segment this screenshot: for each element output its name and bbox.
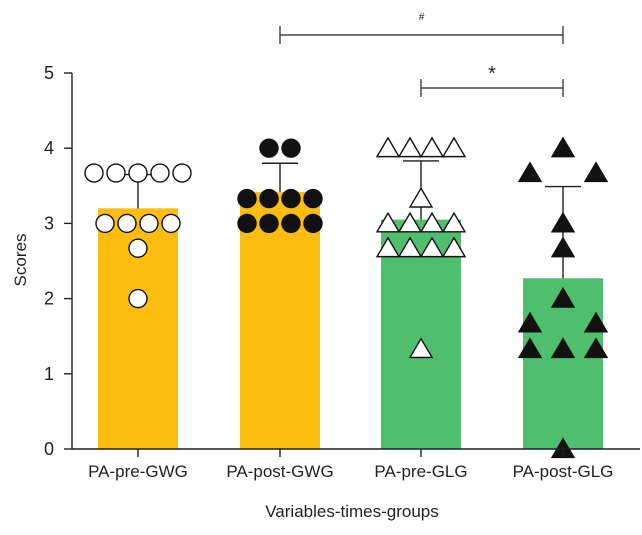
data-point	[172, 163, 192, 183]
x-axis-title: Variables-times-groups	[265, 502, 439, 521]
data-point	[397, 236, 423, 258]
data-point	[419, 236, 445, 258]
data-point	[128, 288, 148, 309]
data-point	[281, 213, 301, 234]
data-point	[375, 211, 401, 233]
data-point	[237, 188, 257, 209]
x-tick-label: PA-post-GLG	[513, 462, 614, 481]
data-point	[517, 337, 543, 359]
y-axis-title: Scores	[11, 234, 30, 287]
data-point	[550, 437, 576, 459]
bar-pa-post-gwg	[240, 191, 320, 450]
data-point	[441, 136, 467, 158]
bar-pa-pre-glg	[381, 219, 461, 449]
data-point	[517, 311, 543, 333]
data-point	[303, 213, 323, 234]
data-point	[259, 138, 279, 158]
data-point	[550, 286, 576, 308]
data-point	[583, 161, 609, 183]
data-point	[281, 138, 301, 158]
y-axis: 0 1 2 3 4 5	[44, 63, 73, 459]
x-ticks: PA-pre-GWG PA-post-GWG PA-pre-GLG PA-post-G…	[88, 449, 613, 481]
data-point	[550, 236, 576, 258]
data-point	[259, 188, 279, 209]
data-point	[139, 213, 159, 234]
x-tick-label: PA-post-GWG	[226, 462, 333, 481]
data-point	[259, 213, 279, 234]
y-tick-label: 4	[44, 138, 54, 158]
data-point	[419, 211, 445, 233]
data-point	[375, 236, 401, 258]
data-point	[303, 188, 323, 209]
data-point	[84, 163, 104, 183]
data-point	[419, 136, 445, 158]
data-point	[95, 213, 115, 234]
data-point	[441, 236, 467, 258]
data-point	[517, 161, 543, 183]
data-point	[408, 337, 434, 359]
data-point	[397, 211, 423, 233]
data-point	[281, 188, 301, 209]
significance-label: *	[488, 63, 496, 85]
x-tick-label: PA-pre-GLG	[374, 462, 467, 481]
data-point	[550, 136, 576, 158]
y-tick-label: 5	[44, 63, 54, 83]
data-point	[150, 163, 170, 183]
data-points-layer	[84, 136, 609, 459]
data-point	[441, 211, 467, 233]
data-point	[397, 136, 423, 158]
data-point	[583, 311, 609, 333]
y-tick-label: 2	[44, 289, 54, 309]
data-point	[375, 136, 401, 158]
x-tick-label: PA-pre-GWG	[88, 462, 188, 481]
y-tick-label: 0	[44, 439, 54, 459]
data-point	[550, 337, 576, 359]
data-point	[583, 337, 609, 359]
data-point	[106, 163, 126, 183]
x-axis: PA-pre-GWG PA-post-GWG PA-pre-GLG PA-post-G…	[72, 448, 640, 481]
data-point	[550, 211, 576, 233]
data-point	[128, 238, 148, 258]
data-point	[408, 186, 434, 208]
data-point	[117, 213, 137, 234]
significance-label: #	[419, 12, 425, 23]
y-tick-label: 3	[44, 213, 54, 233]
data-point	[161, 213, 181, 234]
y-ticks: 0 1 2 3 4 5	[44, 63, 72, 459]
data-point	[237, 213, 257, 234]
data-point	[128, 163, 148, 183]
y-tick-label: 1	[44, 364, 54, 384]
significance-brackets: #*	[279, 12, 564, 97]
